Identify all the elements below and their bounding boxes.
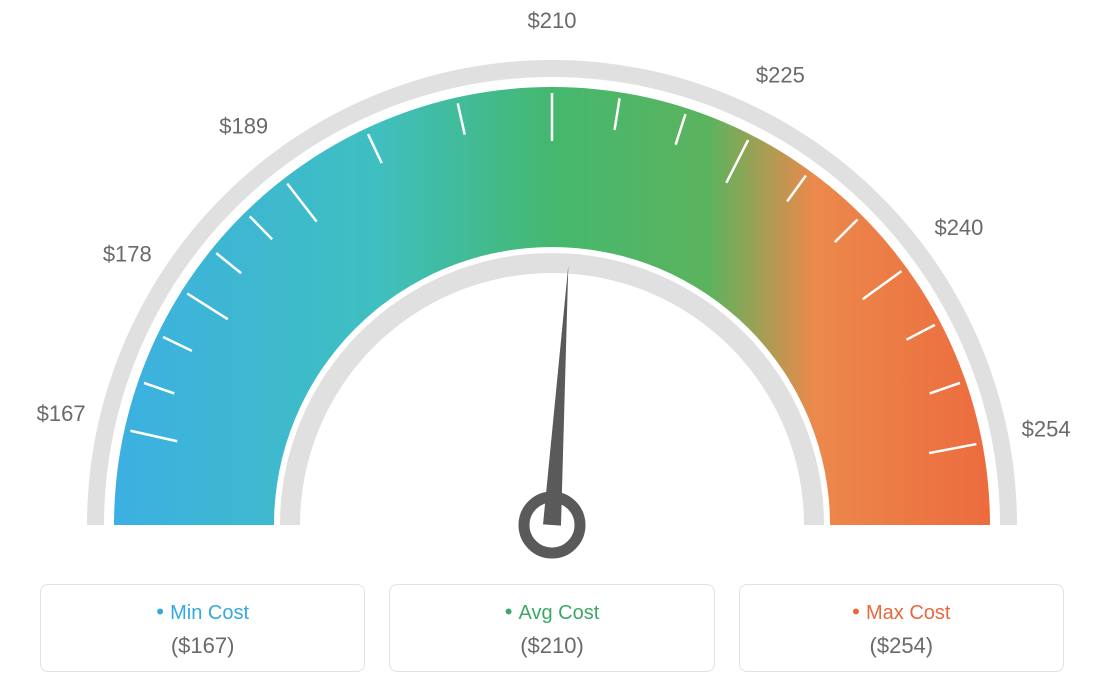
max-cost-label: Max Cost — [750, 599, 1053, 625]
min-cost-card: Min Cost ($167) — [40, 584, 365, 672]
svg-text:$189: $189 — [219, 113, 268, 138]
svg-text:$167: $167 — [37, 401, 86, 426]
max-cost-value: ($254) — [750, 633, 1053, 659]
svg-text:$240: $240 — [934, 215, 983, 240]
svg-text:$178: $178 — [103, 241, 152, 266]
avg-cost-value: ($210) — [400, 633, 703, 659]
cost-gauge: $167 $178 $189 $210 $225 $240 $254 — [0, 0, 1104, 560]
summary-cards: Min Cost ($167) Avg Cost ($210) Max Cost… — [0, 584, 1104, 672]
avg-cost-label: Avg Cost — [400, 599, 703, 625]
max-cost-card: Max Cost ($254) — [739, 584, 1064, 672]
avg-cost-card: Avg Cost ($210) — [389, 584, 714, 672]
svg-text:$254: $254 — [1022, 417, 1071, 442]
min-cost-value: ($167) — [51, 633, 354, 659]
min-cost-label: Min Cost — [51, 599, 354, 625]
svg-text:$210: $210 — [528, 8, 577, 33]
svg-text:$225: $225 — [756, 63, 805, 88]
gauge-svg: $167 $178 $189 $210 $225 $240 $254 — [0, 0, 1104, 560]
